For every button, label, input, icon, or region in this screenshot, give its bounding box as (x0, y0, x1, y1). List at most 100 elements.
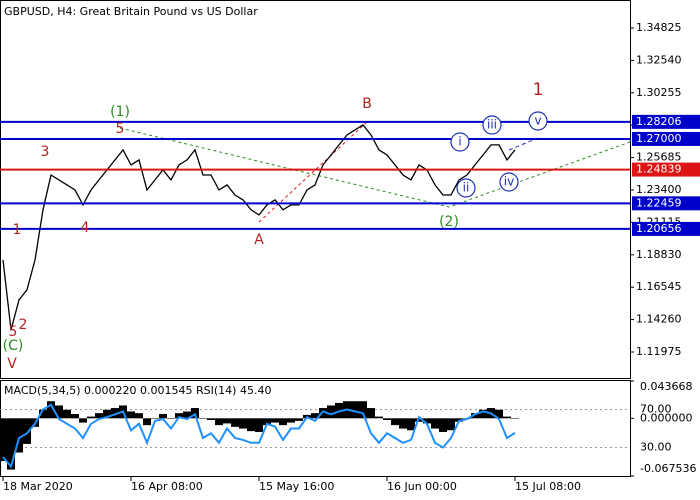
macd-bar (175, 413, 183, 419)
y-tick-label: 1.25685 (636, 151, 682, 164)
macd-bar (423, 418, 431, 424)
macd-bar (167, 418, 175, 419)
y-tick-label: 1.34825 (636, 21, 682, 34)
level-label-box (632, 131, 700, 146)
trend-line (119, 127, 631, 208)
y2-tick-label: 0.000000 (640, 411, 693, 424)
level-label: 1.22459 (636, 196, 682, 209)
macd-bar (471, 413, 479, 419)
rsi-line (2, 403, 516, 469)
macd-bar (295, 418, 303, 421)
trend-line (508, 137, 539, 151)
macd-bar (391, 418, 399, 426)
level-label: 1.20656 (636, 222, 682, 235)
x-tick-label: 16 Apr 08:00 (131, 480, 203, 493)
chart-title: GBPUSD, H4: Great Britain Pound vs US Do… (4, 5, 258, 18)
wave-label: 5 (116, 121, 125, 137)
macd-bar (271, 418, 279, 423)
wave-label: (2) (439, 214, 459, 230)
macd-bar (447, 418, 455, 431)
y2-tick-label: -0.067536 (640, 462, 696, 475)
wave-circle (482, 115, 502, 135)
macd-bar (503, 416, 511, 419)
level-label: 1.28206 (636, 115, 682, 128)
macd-bar (199, 418, 207, 419)
wave-label: 1 (533, 80, 544, 100)
macd-bar (439, 418, 447, 432)
macd-bar (127, 411, 135, 419)
wave-label: (C) (3, 338, 24, 354)
macd-bar (23, 418, 31, 444)
wave-label: 5 (9, 324, 18, 340)
y2-tick-label: 0.043668 (640, 380, 693, 393)
macd-bar (319, 408, 327, 419)
macd-bar (327, 405, 335, 419)
macd-bar (351, 401, 359, 419)
wave-circle (450, 132, 470, 152)
wave-circle (456, 178, 476, 198)
wave-label: v (534, 114, 541, 128)
macd-bar (143, 418, 151, 426)
macd-bar (7, 418, 15, 470)
y-tick-label: 1.23400 (636, 183, 682, 196)
wave-label: (1) (110, 104, 130, 120)
macd-bar (255, 418, 263, 432)
macd-bar (63, 409, 71, 419)
level-label-box (632, 196, 700, 211)
y-tick-label: 1.11975 (636, 345, 682, 358)
macd-bar (215, 418, 223, 426)
level-label: 1.24839 (636, 163, 682, 176)
macd-bar (495, 409, 503, 419)
macd-bar (311, 413, 319, 419)
wave-label: B (362, 96, 372, 112)
y-tick-label: 1.18830 (636, 248, 682, 261)
price-line (2, 124, 516, 330)
macd-bar (431, 418, 439, 429)
macd-bar (399, 418, 407, 429)
level-label-box (632, 221, 700, 236)
y-tick-label: 1.30255 (636, 86, 682, 99)
macd-bar (103, 409, 111, 419)
macd-bar (39, 409, 47, 419)
macd-bar (47, 401, 55, 419)
macd-bar (79, 418, 87, 423)
macd-bar (55, 405, 63, 419)
macd-bar (183, 411, 191, 419)
macd-bar (95, 413, 103, 419)
y-tick-label: 1.32540 (636, 53, 682, 66)
macd-bar (111, 408, 119, 419)
macd-bar (207, 418, 215, 421)
macd-bar (247, 418, 255, 432)
wave-label: ii (463, 181, 470, 195)
wave-label: 3 (41, 144, 50, 160)
macd-bar (135, 413, 143, 419)
macd-bar (239, 418, 247, 429)
x-tick-label: 18 Mar 2020 (3, 480, 73, 493)
macd-bar (87, 416, 95, 419)
y-tick-label: 30.00 (640, 441, 672, 454)
wave-label: V (7, 356, 17, 372)
level-label-box (632, 114, 700, 129)
macd-bar (367, 408, 375, 419)
x-tick-label: 15 May 16:00 (259, 480, 334, 493)
x-tick-label: 15 Jul 08:00 (515, 480, 581, 493)
macd-bar (359, 401, 367, 419)
wave-circle (499, 172, 519, 192)
macd-bar (407, 418, 415, 431)
wave-label: iv (504, 175, 514, 189)
macd-bar (511, 418, 519, 419)
wave-circle (528, 111, 548, 131)
macd-bar (375, 416, 383, 419)
level-label-box (632, 162, 700, 177)
y-tick-label: 1.16545 (636, 280, 682, 293)
macd-bar (0, 418, 8, 462)
wave-label: 4 (81, 220, 90, 236)
wave-label: i (458, 135, 461, 149)
wave-label: 2 (19, 317, 28, 333)
macd-bar (287, 418, 295, 423)
macd-bar (159, 414, 167, 419)
indicator-title: MACD(5,34,5) 0.000220 0.001545 RSI(14) 4… (4, 384, 271, 397)
macd-bar (223, 418, 231, 424)
